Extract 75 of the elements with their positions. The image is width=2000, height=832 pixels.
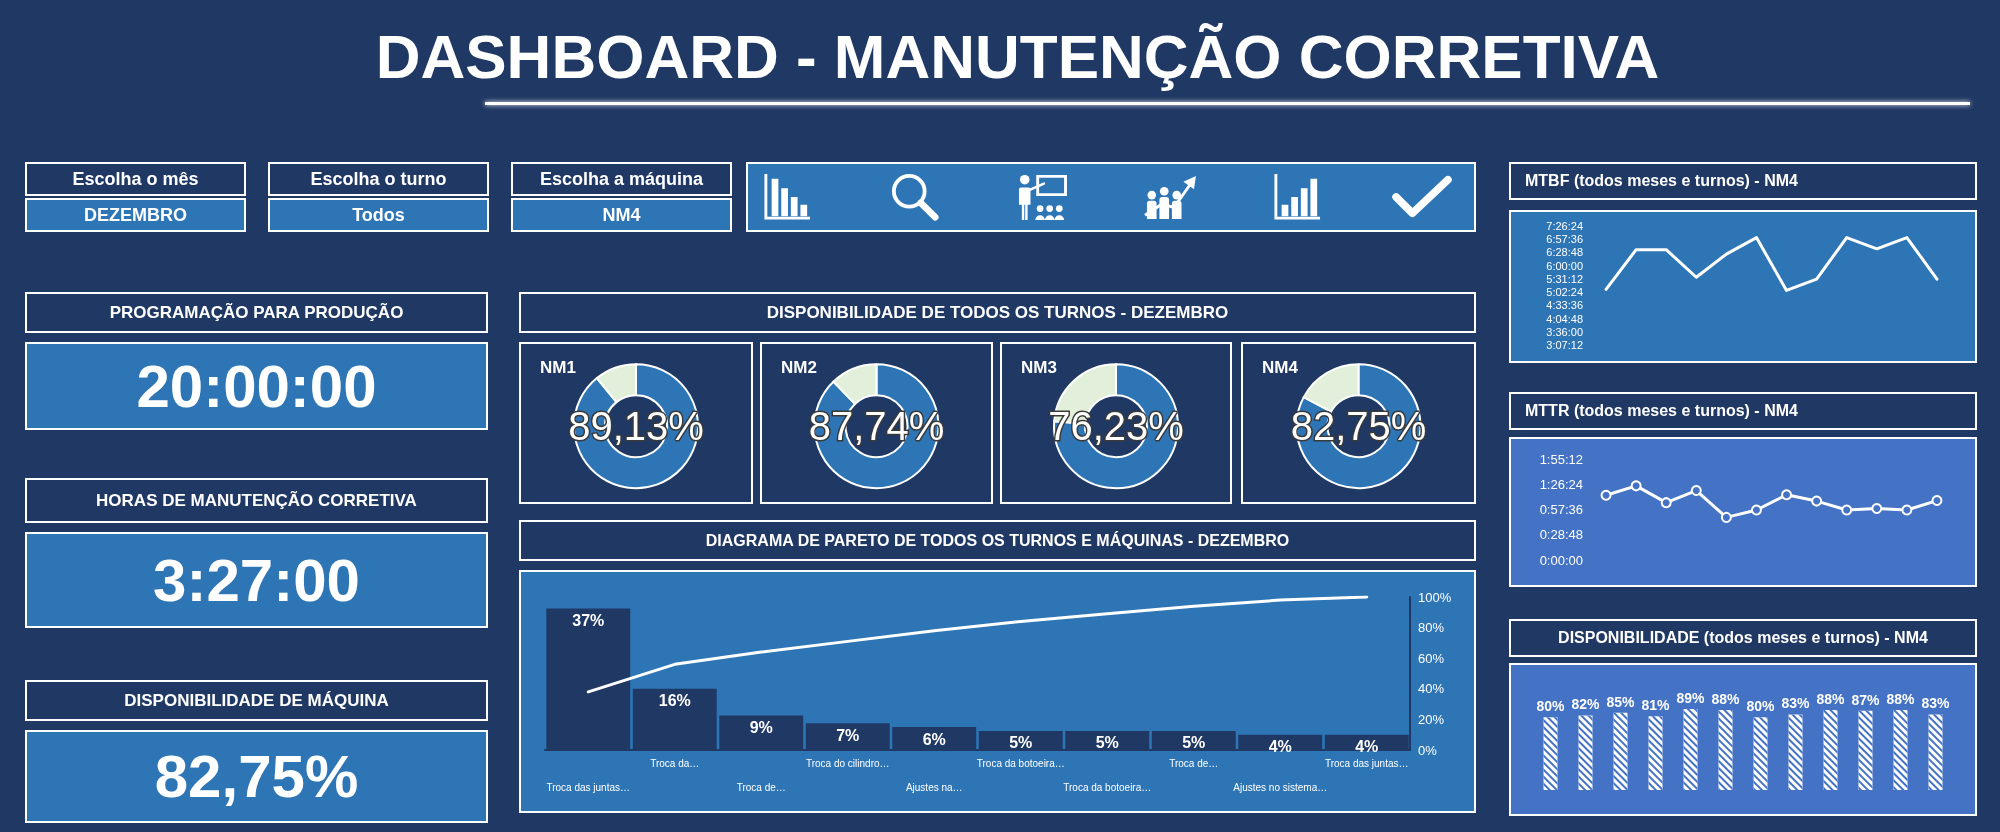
y-tick-label: 6:28:48 bbox=[1546, 246, 1583, 259]
data-label: 83% bbox=[1921, 695, 1951, 712]
data-label: 88% bbox=[1886, 690, 1916, 707]
data-label: 82% bbox=[1571, 696, 1601, 713]
x-tick-label: Ajustes no sistema… bbox=[1233, 781, 1328, 793]
data-label: 5% bbox=[1095, 734, 1119, 752]
chart-title: MTBF (todos meses e turnos) - NM4 bbox=[1525, 172, 1798, 190]
text: Escolha o mês bbox=[72, 168, 199, 190]
text: DISPONIBILIDADE DE TODOS OS TURNOS - DEZEMBRO bbox=[766, 302, 1229, 323]
y2-tick-label: 0% bbox=[1418, 742, 1438, 758]
data-label: 89% bbox=[1676, 690, 1706, 707]
y-tick-label: 3:36:00 bbox=[1546, 325, 1583, 338]
y2-tick-label: 100% bbox=[1418, 589, 1452, 605]
data-label: 4% bbox=[1268, 738, 1292, 756]
y-tick-label: 0:00:00 bbox=[1539, 552, 1583, 568]
select-field: NM4 bbox=[511, 198, 732, 232]
x-tick-label: Troca da… bbox=[650, 757, 700, 769]
text: 82,75% bbox=[154, 742, 359, 811]
x-tick-label: Troca de… bbox=[736, 781, 786, 793]
x-tick-label: Troca da botoeira… bbox=[1063, 781, 1152, 793]
text: Escolha a máquina bbox=[539, 168, 704, 190]
y-tick-label: 1:55:12 bbox=[1539, 451, 1583, 467]
text: DASHBOARD - MANUTENÇÃO CORRETIVA bbox=[375, 20, 1660, 92]
y-tick-label: 4:33:36 bbox=[1546, 299, 1583, 312]
text: HORAS DE MANUTENÇÃO CORRETIVA bbox=[96, 490, 417, 511]
text: DISPONIBILIDADE DE MÁQUINA bbox=[124, 690, 389, 711]
data-label: 80% bbox=[1536, 698, 1566, 715]
y2-tick-label: 80% bbox=[1418, 620, 1445, 636]
text: Escolha o turno bbox=[310, 168, 447, 190]
x-tick-label: Troca da botoeira… bbox=[976, 757, 1065, 769]
data-label: 5% bbox=[1009, 734, 1033, 752]
data-label: 85% bbox=[1606, 693, 1636, 710]
data-label: 4% bbox=[1355, 738, 1379, 756]
chart-title: DIAGRAMA DE PARETO DE TODOS OS TURNOS E MÁQUINAS - DEZEMBRO bbox=[705, 531, 1290, 550]
y2-tick-label: 60% bbox=[1418, 650, 1445, 666]
data-label: 80% bbox=[1746, 698, 1776, 715]
data-label: 7% bbox=[836, 726, 860, 744]
data-label: 5% bbox=[1182, 734, 1206, 752]
x-tick-label: Troca das juntas… bbox=[1324, 757, 1409, 769]
x-tick-label: Troca das juntas… bbox=[546, 781, 631, 793]
y-tick-label: 0:28:48 bbox=[1539, 527, 1583, 543]
chart-title: NM4 bbox=[1262, 358, 1299, 377]
y-tick-label: 3:07:12 bbox=[1546, 339, 1583, 351]
y-tick-label: 0:57:36 bbox=[1539, 502, 1583, 517]
y-tick-label: 6:00:00 bbox=[1546, 259, 1583, 272]
data-label: 88% bbox=[1711, 690, 1741, 707]
chart-title: MTTR (todos meses e turnos) - NM4 bbox=[1525, 402, 1798, 420]
data-label: 37% bbox=[572, 611, 605, 629]
data-label: 16% bbox=[658, 692, 691, 710]
chart-title: DISPONIBILIDADE (todos meses e turnos) - NM4 bbox=[1558, 629, 1928, 647]
data-label: 6% bbox=[922, 730, 946, 748]
y-tick-label: 6:57:36 bbox=[1546, 233, 1583, 246]
y-tick-label: 5:02:24 bbox=[1546, 286, 1583, 299]
chart-title: NM2 bbox=[781, 358, 817, 377]
y2-tick-label: 40% bbox=[1418, 681, 1445, 697]
y-tick-label: 1:26:24 bbox=[1539, 476, 1583, 492]
data-label: 88% bbox=[1816, 690, 1846, 707]
data-label: 81% bbox=[1641, 697, 1671, 714]
data-label: 87% bbox=[1851, 691, 1881, 708]
y-tick-label: 7:26:24 bbox=[1546, 220, 1583, 232]
x-tick-label: Ajustes na… bbox=[905, 781, 963, 793]
select-field: Todos bbox=[268, 198, 489, 232]
chart-title: NM1 bbox=[540, 358, 576, 377]
text: PROGRAMAÇÃO PARA PRODUÇÃO bbox=[109, 302, 404, 323]
chart-title: NM3 bbox=[1021, 358, 1057, 377]
y-tick-label: 5:31:12 bbox=[1546, 272, 1583, 285]
select-field: DEZEMBRO bbox=[25, 198, 246, 232]
x-tick-label: Troca de… bbox=[1169, 757, 1219, 769]
x-tick-label: Troca do cilindro… bbox=[805, 757, 890, 769]
y-tick-label: 4:04:48 bbox=[1546, 312, 1583, 325]
data-label: 9% bbox=[749, 719, 773, 737]
data-label: 83% bbox=[1781, 695, 1811, 712]
text: 3:27:00 bbox=[153, 545, 360, 615]
text: 20:00:00 bbox=[136, 351, 377, 421]
y2-tick-label: 20% bbox=[1418, 711, 1445, 727]
